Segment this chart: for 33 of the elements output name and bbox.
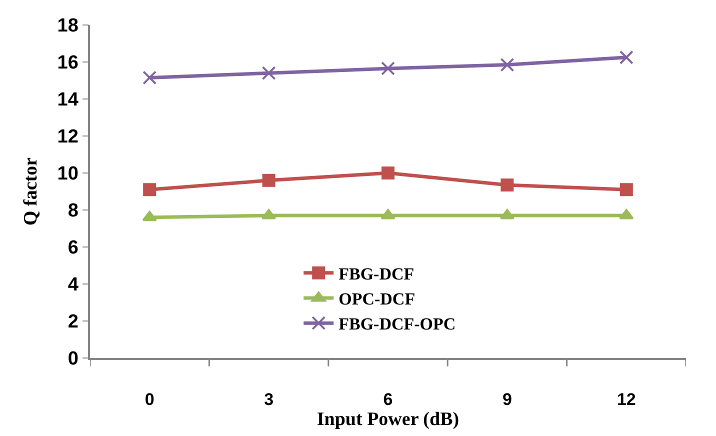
y-tick-label: 6	[68, 238, 78, 259]
point	[500, 178, 514, 192]
point	[619, 50, 634, 64]
y-tick-label: 16	[57, 52, 78, 74]
x-tick-label: 0	[144, 390, 154, 410]
legend-label: OPC-DCF	[338, 290, 416, 309]
point	[382, 166, 394, 180]
y-tick-label: 4	[68, 274, 79, 296]
point	[262, 174, 276, 187]
y-tick-label: 12	[57, 126, 78, 148]
point	[142, 210, 157, 222]
x-axis-title: Input Power (dB)	[316, 409, 460, 430]
y-tick-label: 0	[68, 348, 78, 370]
point	[619, 209, 634, 220]
point	[142, 70, 157, 85]
point	[262, 66, 276, 80]
legend-label: FBG-DCF	[338, 264, 414, 284]
point	[500, 58, 514, 72]
point	[143, 183, 156, 196]
x-tick-label: 3	[264, 390, 274, 410]
legend-label: FBG-DCF-OPC	[338, 314, 456, 334]
y-tick-label: 2	[68, 312, 78, 333]
x-tick-label: 9	[502, 390, 512, 410]
point	[380, 209, 396, 220]
y-tick-label: 8	[68, 200, 78, 222]
y-tick-label: 14	[57, 90, 79, 111]
y-tick-label: 18	[57, 16, 78, 37]
y-axis-title: Q factor	[20, 156, 42, 226]
y-tick-label: 10	[57, 164, 78, 185]
x-tick-label: 12	[616, 390, 636, 410]
x-tick-label: 6	[383, 390, 393, 410]
point	[620, 183, 633, 196]
point	[381, 61, 395, 76]
